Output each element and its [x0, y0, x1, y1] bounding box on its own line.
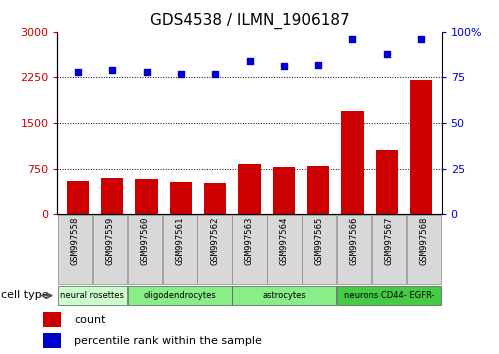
Text: percentile rank within the sample: percentile rank within the sample — [74, 336, 262, 346]
Text: cell type: cell type — [1, 290, 49, 299]
Text: GSM997560: GSM997560 — [140, 217, 149, 266]
Point — [108, 67, 116, 73]
FancyBboxPatch shape — [58, 215, 92, 284]
Text: GSM997562: GSM997562 — [210, 217, 219, 266]
FancyBboxPatch shape — [93, 215, 127, 284]
Text: GSM997564: GSM997564 — [280, 217, 289, 266]
Bar — [376, 150, 398, 214]
FancyBboxPatch shape — [337, 286, 441, 305]
Point — [74, 69, 82, 75]
Point — [143, 69, 151, 75]
Point — [280, 64, 288, 69]
Text: GSM997561: GSM997561 — [175, 217, 184, 266]
Bar — [341, 111, 364, 214]
Text: GSM997566: GSM997566 — [350, 217, 359, 266]
FancyBboxPatch shape — [372, 215, 406, 284]
Text: GSM997559: GSM997559 — [105, 217, 114, 266]
Text: GSM997565: GSM997565 — [315, 217, 324, 266]
Bar — [170, 182, 192, 214]
Text: GSM997567: GSM997567 — [385, 217, 394, 266]
Bar — [272, 167, 295, 214]
Title: GDS4538 / ILMN_1906187: GDS4538 / ILMN_1906187 — [150, 13, 349, 29]
FancyBboxPatch shape — [337, 215, 371, 284]
FancyBboxPatch shape — [128, 215, 162, 284]
FancyBboxPatch shape — [233, 286, 336, 305]
FancyBboxPatch shape — [267, 215, 301, 284]
Bar — [204, 183, 227, 214]
Text: neural rosettes: neural rosettes — [60, 291, 124, 300]
FancyBboxPatch shape — [128, 286, 232, 305]
Text: GSM997568: GSM997568 — [420, 217, 429, 266]
Point — [314, 62, 322, 68]
Text: count: count — [74, 315, 106, 325]
Bar — [410, 80, 432, 214]
Point — [177, 71, 185, 76]
Point — [383, 51, 391, 57]
Bar — [239, 164, 260, 214]
Point — [246, 58, 253, 64]
Bar — [43, 333, 61, 348]
FancyBboxPatch shape — [58, 286, 127, 305]
FancyBboxPatch shape — [407, 215, 441, 284]
FancyBboxPatch shape — [302, 215, 336, 284]
Bar — [43, 312, 61, 327]
Bar — [135, 179, 158, 214]
Text: oligodendrocytes: oligodendrocytes — [143, 291, 216, 300]
FancyBboxPatch shape — [163, 215, 197, 284]
Text: neurons CD44- EGFR-: neurons CD44- EGFR- — [344, 291, 435, 300]
FancyBboxPatch shape — [233, 215, 266, 284]
Point — [348, 36, 356, 42]
Text: astrocytes: astrocytes — [262, 291, 306, 300]
FancyBboxPatch shape — [198, 215, 232, 284]
Text: GSM997563: GSM997563 — [245, 217, 254, 266]
Bar — [67, 181, 89, 214]
Point — [211, 71, 219, 76]
Point — [417, 36, 425, 42]
Text: GSM997558: GSM997558 — [70, 217, 79, 266]
Bar — [307, 166, 329, 214]
Bar — [101, 178, 123, 214]
